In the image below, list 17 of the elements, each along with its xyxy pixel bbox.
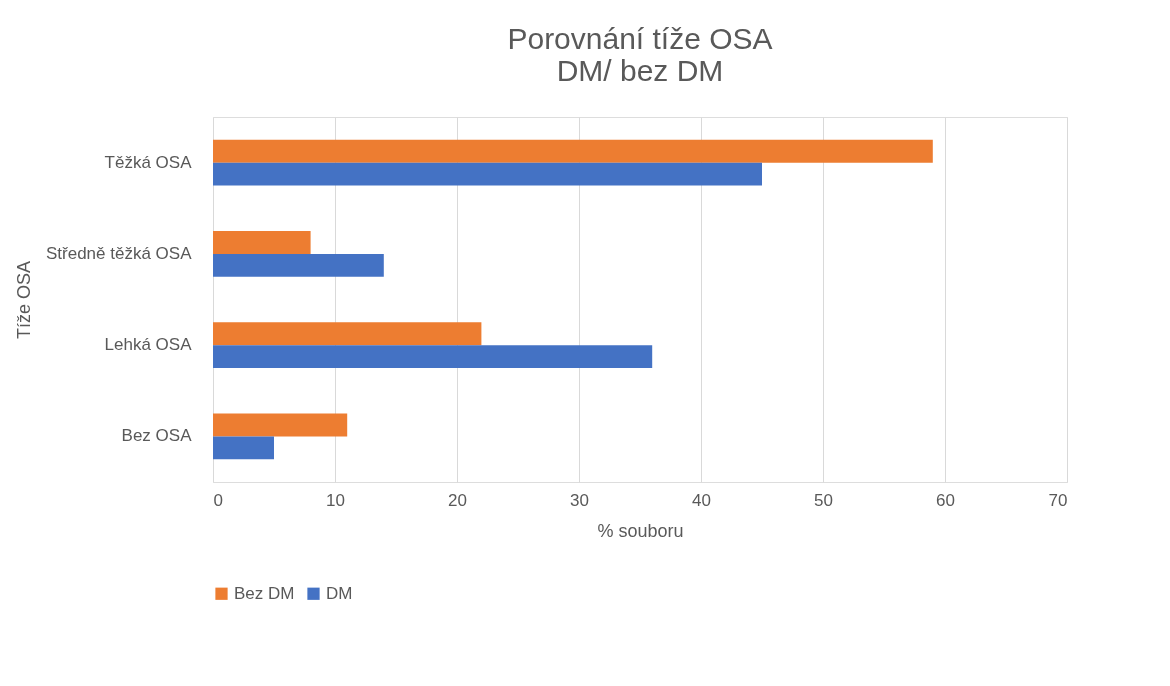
y-tick-label: Bez OSA — [121, 426, 193, 446]
y-axis-title: Tíže OSA — [13, 260, 34, 340]
x-tick-label: 40 — [692, 490, 711, 510]
x-tick-label: 20 — [448, 490, 467, 510]
x-tick-label: 50 — [814, 490, 833, 510]
y-tick-label: Lehká OSA — [104, 335, 193, 355]
x-tick-label: 70 — [1048, 490, 1068, 510]
legend-label: Bez DM — [234, 583, 295, 603]
x-tick-label: 30 — [570, 490, 589, 510]
chart-title: Porovnání tíže OSA DM/ bez DM — [507, 22, 773, 87]
x-tick-label: 10 — [326, 490, 345, 510]
y-tick-label: Těžká OSA — [104, 152, 193, 172]
x-axis-title: % souboru — [597, 520, 684, 541]
legend-label: DM — [326, 583, 353, 603]
x-tick-label: 60 — [936, 490, 955, 510]
y-tick-label: Středně těžká OSA — [45, 243, 193, 263]
x-tick-label: 0 — [213, 490, 223, 510]
